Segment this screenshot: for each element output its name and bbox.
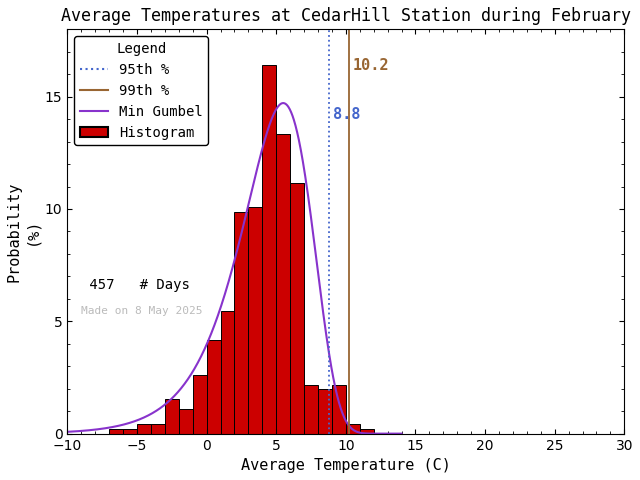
Bar xyxy=(290,183,304,433)
Bar xyxy=(221,311,234,433)
Bar xyxy=(360,429,374,433)
Legend: 95th %, 99th %, Min Gumbel, Histogram: 95th %, 99th %, Min Gumbel, Histogram xyxy=(74,36,208,145)
Title: Average Temperatures at CedarHill Station during February: Average Temperatures at CedarHill Statio… xyxy=(61,7,631,25)
Bar xyxy=(304,384,318,433)
Bar xyxy=(123,429,137,433)
Bar xyxy=(318,389,332,433)
Bar xyxy=(276,134,290,433)
Bar xyxy=(193,375,207,433)
Y-axis label: Probability
(%): Probability (%) xyxy=(7,181,39,282)
Bar xyxy=(165,399,179,433)
Bar xyxy=(179,409,193,433)
Text: 10.2: 10.2 xyxy=(353,58,389,72)
Text: Made on 8 May 2025: Made on 8 May 2025 xyxy=(81,306,203,316)
Bar xyxy=(346,424,360,433)
Bar xyxy=(234,212,248,433)
Bar xyxy=(262,65,276,433)
Text: 8.8: 8.8 xyxy=(333,107,361,122)
Bar xyxy=(248,207,262,433)
Text: 457   # Days: 457 # Days xyxy=(81,278,190,292)
Bar xyxy=(207,340,221,433)
Bar xyxy=(137,424,151,433)
Bar xyxy=(109,429,123,433)
Bar xyxy=(332,384,346,433)
Bar xyxy=(151,424,165,433)
X-axis label: Average Temperature (C): Average Temperature (C) xyxy=(241,458,451,473)
